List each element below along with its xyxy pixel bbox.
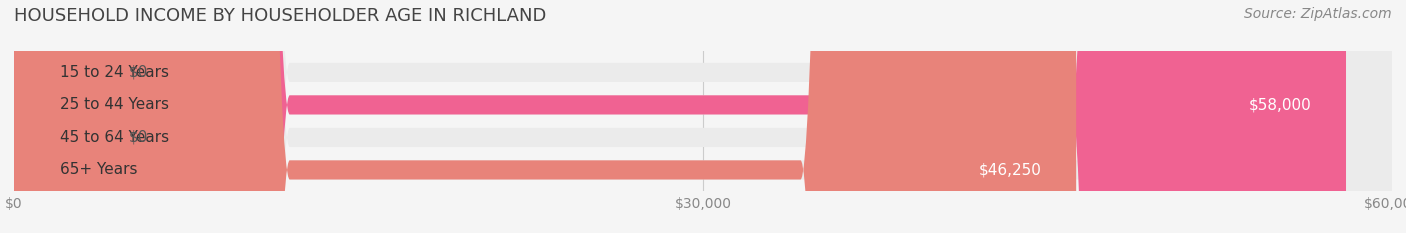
FancyBboxPatch shape	[14, 0, 1346, 233]
FancyBboxPatch shape	[14, 0, 1392, 233]
Text: 45 to 64 Years: 45 to 64 Years	[60, 130, 169, 145]
FancyBboxPatch shape	[14, 0, 1392, 233]
Text: Source: ZipAtlas.com: Source: ZipAtlas.com	[1244, 7, 1392, 21]
Text: 15 to 24 Years: 15 to 24 Years	[60, 65, 169, 80]
Text: HOUSEHOLD INCOME BY HOUSEHOLDER AGE IN RICHLAND: HOUSEHOLD INCOME BY HOUSEHOLDER AGE IN R…	[14, 7, 547, 25]
FancyBboxPatch shape	[14, 0, 1392, 233]
Text: 25 to 44 Years: 25 to 44 Years	[60, 97, 169, 112]
Text: $0: $0	[129, 65, 148, 80]
Text: 65+ Years: 65+ Years	[60, 162, 138, 177]
FancyBboxPatch shape	[14, 0, 1076, 233]
Text: $0: $0	[129, 130, 148, 145]
FancyBboxPatch shape	[14, 0, 1392, 233]
Text: $58,000: $58,000	[1249, 97, 1312, 112]
Text: $46,250: $46,250	[979, 162, 1042, 177]
